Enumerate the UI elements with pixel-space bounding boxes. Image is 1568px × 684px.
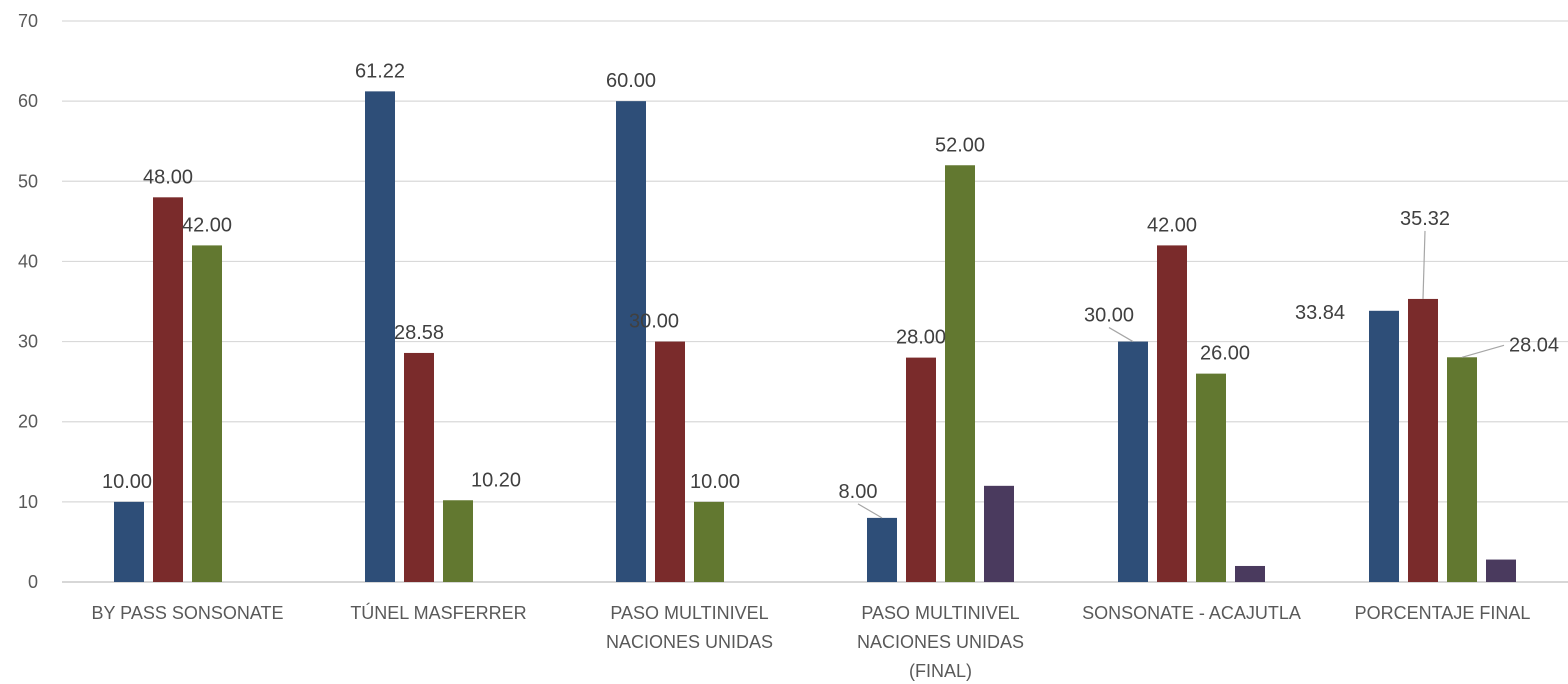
bar (984, 485, 1014, 582)
data-label: 52.00 (935, 134, 985, 156)
data-label: 10.20 (471, 469, 521, 491)
y-tick-label: 40 (18, 251, 38, 271)
bar (867, 517, 897, 582)
label-leader-line (857, 503, 883, 519)
bar (1118, 341, 1148, 582)
label-leader-line (1108, 327, 1134, 343)
data-label: 42.00 (182, 214, 232, 236)
label-leader-line (1422, 230, 1426, 299)
category-label: NACIONES UNIDAS (606, 632, 773, 652)
bar (616, 101, 646, 583)
bars (114, 91, 1516, 583)
category-label: NACIONES UNIDAS (857, 632, 1024, 652)
data-label: 10.00 (102, 471, 152, 493)
bar (1157, 245, 1187, 582)
bar (192, 245, 222, 582)
bar (694, 501, 724, 582)
data-label: 10.00 (690, 471, 740, 493)
y-tick-label: 20 (18, 412, 38, 432)
bar (1486, 559, 1516, 582)
label-leader-line (1461, 344, 1505, 358)
bar (365, 91, 395, 583)
bar (114, 501, 144, 582)
category-label: PORCENTAJE FINAL (1355, 603, 1531, 623)
data-labels: 10.00 48.00 42.00 61.22 28.58 10.20 60.00 30.00… (102, 60, 1559, 519)
data-label: 35.32 (1400, 208, 1450, 230)
bar (404, 352, 434, 582)
y-axis: 0 10 20 30 40 50 60 70 (18, 11, 38, 592)
data-label: 8.00 (839, 481, 878, 503)
bar (153, 197, 183, 583)
category-label: PASO MULTINIVEL (861, 603, 1019, 623)
data-label: 33.84 (1295, 302, 1345, 324)
data-label: 61.22 (355, 60, 405, 82)
category-label: SONSONATE - ACAJUTLA (1082, 603, 1301, 623)
bar (1408, 298, 1438, 582)
y-tick-label: 60 (18, 91, 38, 111)
x-axis: BY PASS SONSONATE TÚNEL MASFERRER PASO MUL… (91, 602, 1530, 681)
bar (655, 341, 685, 582)
data-label: 28.04 (1509, 334, 1559, 356)
data-label: 28.58 (394, 322, 444, 344)
bar (1196, 373, 1226, 582)
category-label: (FINAL) (909, 661, 972, 681)
data-label: 30.00 (1084, 305, 1134, 327)
category-label: TÚNEL MASFERRER (350, 602, 526, 623)
data-label: 42.00 (1147, 214, 1197, 236)
bar (1447, 357, 1477, 582)
data-label: 26.00 (1200, 343, 1250, 365)
gridlines (62, 20, 1568, 583)
bar (443, 500, 473, 582)
y-tick-label: 70 (18, 11, 38, 31)
bar (1369, 310, 1399, 582)
data-label: 48.00 (143, 166, 193, 188)
category-label: PASO MULTINIVEL (610, 603, 768, 623)
y-tick-label: 10 (18, 492, 38, 512)
y-tick-label: 30 (18, 332, 38, 352)
y-tick-label: 50 (18, 171, 38, 191)
category-label: BY PASS SONSONATE (91, 603, 283, 623)
bar (1235, 565, 1265, 582)
data-label: 60.00 (606, 70, 656, 92)
data-label: 30.00 (629, 311, 679, 333)
y-tick-label: 0 (28, 572, 38, 592)
data-label: 28.00 (896, 327, 946, 349)
bar (945, 165, 975, 582)
bar (906, 357, 936, 582)
